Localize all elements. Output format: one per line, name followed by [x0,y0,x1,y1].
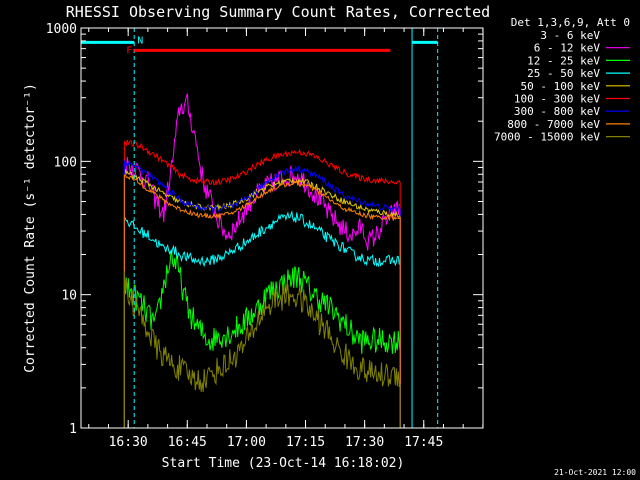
legend-title: Det 1,3,6,9, Att 0 [511,16,630,29]
series-line-2 [123,249,401,428]
series-layer [123,93,401,428]
y-tick-label-3: 1000 [46,22,77,37]
x-tick-label-0: 16:30 [109,435,148,450]
y-tick-label-1: 10 [61,289,77,304]
legend-label-7: 800 - 7000 keV [507,118,600,131]
x-tick-label-3: 17:15 [286,435,325,450]
y-axis: 1 10 100 1000 [46,22,483,437]
legend-label-2: 12 - 25 keV [527,54,600,67]
plot-frame [80,27,484,429]
y-axis-label: Corrected Count Rate (s⁻¹ detector⁻¹) [23,83,38,373]
series-line-4 [123,169,401,428]
legend-label-0: 3 - 6 keV [540,29,600,42]
legend-label-8: 7000 - 15000 keV [494,131,600,144]
x-tick-label-4: 17:30 [345,435,384,450]
x-axis-label: Start Time (23-Oct-14 16:18:02) [162,456,405,471]
x-tick-label-5: 17:45 [404,435,443,450]
x-tick-label-1: 16:45 [168,435,207,450]
flag-label-1: N [137,35,143,46]
series-line-6 [123,159,401,428]
annotation-layer: FN [81,35,438,56]
x-tick-label-2: 17:00 [227,435,266,450]
y-tick-label-0: 1 [69,422,77,437]
legend-label-5: 100 - 300 keV [514,93,600,106]
chart-title: RHESSI Observing Summary Count Rates, Co… [66,3,490,21]
flag-label-0: F [126,45,132,56]
series-line-0 [123,127,401,428]
y-tick-label-2: 100 [54,155,77,170]
series-line-7 [123,173,401,428]
legend-label-3: 25 - 50 keV [527,67,600,80]
legend-label-4: 50 - 100 keV [521,80,601,93]
series-line-3 [123,210,401,428]
footer-date: 21-Oct-2021 12:00 [554,468,636,477]
series-line-5 [123,139,401,428]
series-line-8 [123,271,401,428]
legend-label-6: 300 - 800 keV [514,105,600,118]
x-axis: 16:30 16:45 17:00 17:15 17:30 17:45 [88,28,484,450]
marker-layer [81,28,439,428]
legend-label-1: 6 - 12 keV [534,42,601,55]
